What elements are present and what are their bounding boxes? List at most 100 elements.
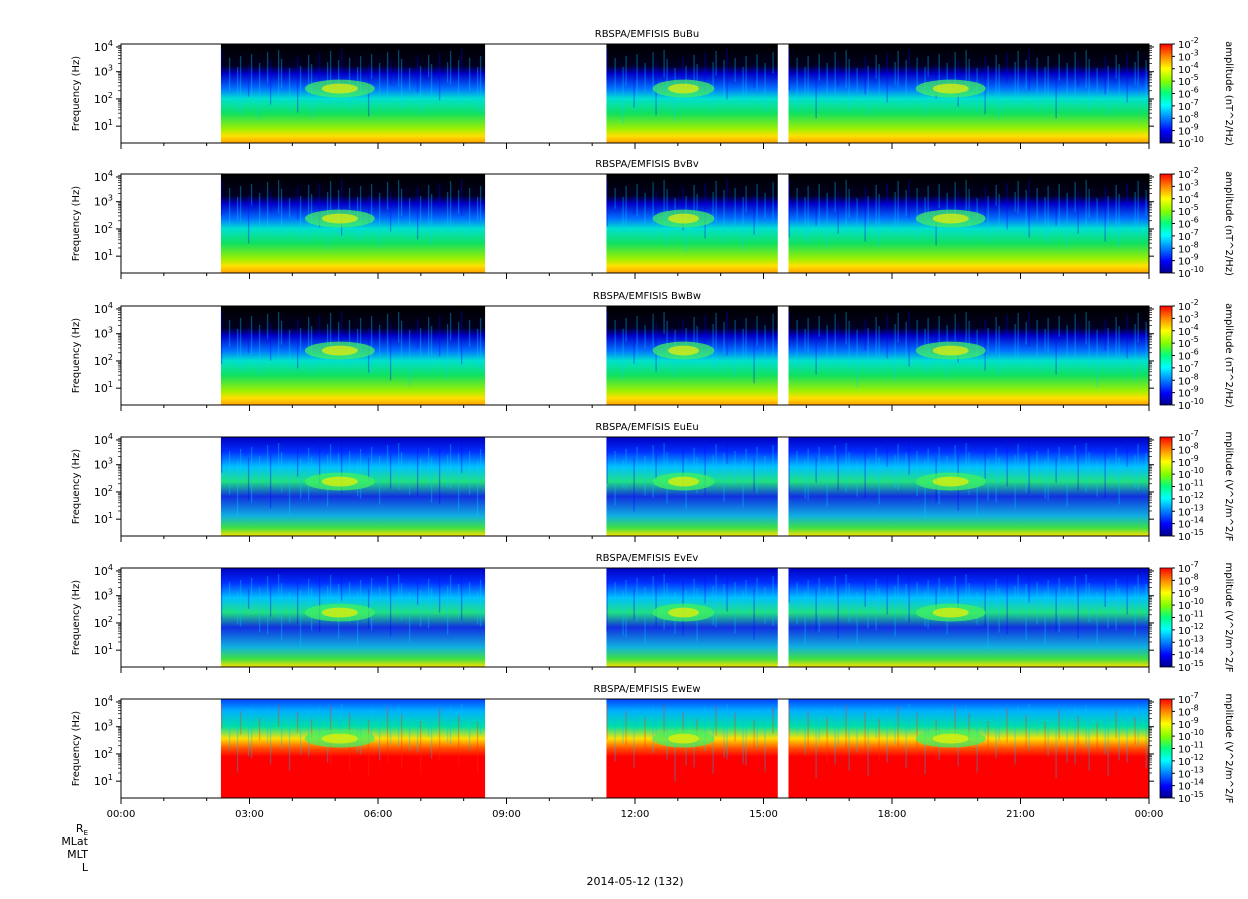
y-tick-label: 102 <box>94 221 113 236</box>
spectrogram-panel-5: RBSPA/EMFISIS EvEv Frequency (Hz) 101 102 10… <box>71 553 1234 674</box>
colorbar-tick-label: 10-3 <box>1178 178 1199 193</box>
colorbar <box>1159 698 1173 799</box>
colorbar-tick-label: 10-9 <box>1178 454 1199 469</box>
x-tick-label: 12:00 <box>621 809 650 820</box>
y-tick-label: 104 <box>94 432 113 447</box>
colorbar-tick-label: 10-12 <box>1178 491 1204 506</box>
spectrogram-panel-3: RBSPA/EMFISIS BwBw Frequency (Hz) 101 102 10… <box>71 291 1234 412</box>
colorbar-tick-label: 10-9 <box>1178 385 1199 400</box>
spectrogram-data-block <box>220 699 486 798</box>
colorbar-tick-label: 10-10 <box>1178 265 1204 280</box>
y-tick-label: 101 <box>94 248 113 263</box>
colorbar <box>1159 436 1173 537</box>
y-tick-label: 102 <box>94 484 113 499</box>
colorbar-tick-label: 10-14 <box>1178 516 1204 531</box>
colorbar-tick-label: 10-15 <box>1178 659 1204 674</box>
colorbar-tick-label: 10-11 <box>1178 479 1204 494</box>
x-tick-label: 06:00 <box>364 809 393 820</box>
y-tick-label: 102 <box>94 746 113 761</box>
colorbar-tick-label: 10-9 <box>1178 716 1199 731</box>
l-row-label: L <box>81 861 88 874</box>
y-tick-label: 101 <box>94 642 113 657</box>
y-axis-label: Frequency (Hz) <box>71 580 82 656</box>
panel-title: RBSPA/EMFISIS EvEv <box>596 553 699 564</box>
colorbar-tick-label: 10-6 <box>1178 348 1199 363</box>
colorbar-tick-label: 10-13 <box>1178 765 1204 780</box>
panel-title: RBSPA/EMFISIS BuBu <box>595 29 699 40</box>
colorbar-tick-label: 10-5 <box>1178 73 1199 88</box>
colorbar-tick-label: 10-8 <box>1178 240 1199 255</box>
y-tick-label: 104 <box>94 694 113 709</box>
colorbar-tick-label: 10-5 <box>1178 335 1199 350</box>
re-row-label: RE <box>75 822 88 838</box>
colorbar-label: amplitude (nT^2/Hz) <box>1223 171 1234 276</box>
colorbar-tick-label: 10-2 <box>1178 36 1199 51</box>
y-tick-label: 103 <box>94 457 113 472</box>
colorbar-tick-label: 10-5 <box>1178 203 1199 218</box>
colorbar-tick-label: 10-10 <box>1178 597 1204 612</box>
y-axis-label: Frequency (Hz) <box>71 56 82 132</box>
colorbar-tick-label: 10-7 <box>1178 98 1199 113</box>
colorbar-tick-label: 10-15 <box>1178 528 1204 543</box>
colorbar-tick-label: 10-10 <box>1178 728 1204 743</box>
spectrogram-texture <box>220 703 482 777</box>
colorbar-label: amplitude (nT^2/Hz) <box>1223 41 1234 146</box>
y-tick-label: 103 <box>94 64 113 79</box>
colorbar-tick-label: 10-7 <box>1178 360 1199 375</box>
y-tick-label: 101 <box>94 380 113 395</box>
y-tick-label: 102 <box>94 615 113 630</box>
colorbar <box>1159 173 1173 274</box>
colorbar-tick-label: 10-7 <box>1178 691 1199 706</box>
spectrogram-panel-4: RBSPA/EMFISIS EuEu Frequency (Hz) 101 102 10… <box>71 422 1234 543</box>
y-axis-label: Frequency (Hz) <box>71 318 82 394</box>
colorbar-tick-label: 10-12 <box>1178 622 1204 637</box>
spectrogram-texture <box>220 441 482 517</box>
colorbar-tick-label: 10-2 <box>1178 298 1199 313</box>
colorbar-tick-label: 10-4 <box>1178 61 1199 76</box>
colorbar-tick-label: 10-10 <box>1178 466 1204 481</box>
panel-title: RBSPA/EMFISIS EwEw <box>593 684 700 695</box>
colorbar-tick-label: 10-13 <box>1178 503 1204 518</box>
y-tick-label: 103 <box>94 194 113 209</box>
colorbar-tick-label: 10-8 <box>1178 572 1199 587</box>
colorbar-tick-label: 10-9 <box>1178 253 1199 268</box>
colorbar-tick-label: 10-7 <box>1178 560 1199 575</box>
colorbar-tick-label: 10-12 <box>1178 753 1204 768</box>
spectrogram-texture <box>220 178 482 250</box>
colorbar-tick-label: 10-14 <box>1178 647 1204 662</box>
y-axis-label: Frequency (Hz) <box>71 449 82 525</box>
colorbar <box>1159 305 1173 406</box>
y-tick-label: 104 <box>94 301 113 316</box>
spectrogram-texture <box>788 572 1147 649</box>
mlt-row-label: MLT <box>67 848 88 861</box>
x-tick-label: 21:00 <box>1006 809 1035 820</box>
y-axis-label: Frequency (Hz) <box>71 711 82 787</box>
colorbar <box>1159 43 1173 144</box>
colorbar-tick-label: 10-8 <box>1178 110 1199 125</box>
y-tick-label: 104 <box>94 169 113 184</box>
y-tick-label: 104 <box>94 563 113 578</box>
colorbar-tick-label: 10-15 <box>1178 790 1204 805</box>
spectrogram-panel-6: RBSPA/EMFISIS EwEw Frequency (Hz) 101 102 10… <box>71 684 1234 805</box>
colorbar-tick-label: 10-3 <box>1178 310 1199 325</box>
panel-title: RBSPA/EMFISIS EuEu <box>595 422 698 433</box>
colorbar-tick-label: 10-6 <box>1178 216 1199 231</box>
spectrogram-data-block <box>788 699 1149 798</box>
colorbar-tick-label: 10-10 <box>1178 397 1204 412</box>
y-tick-label: 104 <box>94 39 113 54</box>
colorbar-tick-label: 10-14 <box>1178 778 1204 793</box>
date-label: 2014-05-12 (132) <box>586 875 684 888</box>
colorbar-tick-label: 10-13 <box>1178 634 1204 649</box>
x-tick-label: 00:00 <box>1135 809 1164 820</box>
x-tick-label: 15:00 <box>749 809 778 820</box>
colorbar-label: amplitude (nT^2/Hz) <box>1223 303 1234 408</box>
colorbar-tick-label: 10-11 <box>1178 741 1204 756</box>
time-axis: 00:00 03:00 06:00 09:00 12:00 15:00 18:00 21:00… <box>107 809 1164 820</box>
colorbar-tick-label: 10-6 <box>1178 86 1199 101</box>
colorbar-tick-label: 10-7 <box>1178 429 1199 444</box>
spectrogram-texture <box>788 441 1147 519</box>
spectrogram-texture <box>788 178 1147 250</box>
spectrogram-panel-1: RBSPA/EMFISIS BuBu Frequency (Hz) 101 102 10… <box>71 29 1234 150</box>
colorbar-tick-label: 10-8 <box>1178 441 1199 456</box>
